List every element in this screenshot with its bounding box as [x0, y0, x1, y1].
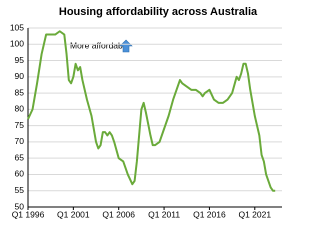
y-tick-label: 85 — [15, 87, 25, 97]
y-tick-label: 100 — [10, 39, 24, 49]
x-tick-label: Q1 1996 — [12, 209, 45, 219]
y-tick-label: 50 — [15, 201, 25, 211]
x-tick-label: Q1 2001 — [57, 209, 90, 219]
arrow-icon — [119, 39, 133, 53]
annotation: More affordable — [70, 40, 130, 50]
y-tick-label: 55 — [15, 185, 25, 195]
chart-title: Housing affordability across Australia — [59, 6, 258, 18]
y-tick-label: 60 — [15, 169, 25, 179]
x-tick-label: Q1 2016 — [193, 209, 226, 219]
y-tick-label: 75 — [15, 120, 25, 130]
chart: Housing affordability across Australia M… — [10, 6, 282, 219]
y-tick-label: 95 — [15, 55, 25, 65]
y-tick-label: 70 — [15, 136, 25, 146]
y-tick-label: 105 — [10, 22, 24, 32]
y-tick-label: 80 — [15, 104, 25, 114]
y-tick-label: 90 — [15, 71, 25, 81]
y-tick-label: 65 — [15, 152, 25, 162]
x-tick-label: Q1 2011 — [148, 209, 180, 219]
data-line — [27, 30, 276, 192]
x-tick-label: Q1 2021 — [238, 209, 271, 219]
x-tick-label: Q1 2006 — [102, 209, 135, 219]
